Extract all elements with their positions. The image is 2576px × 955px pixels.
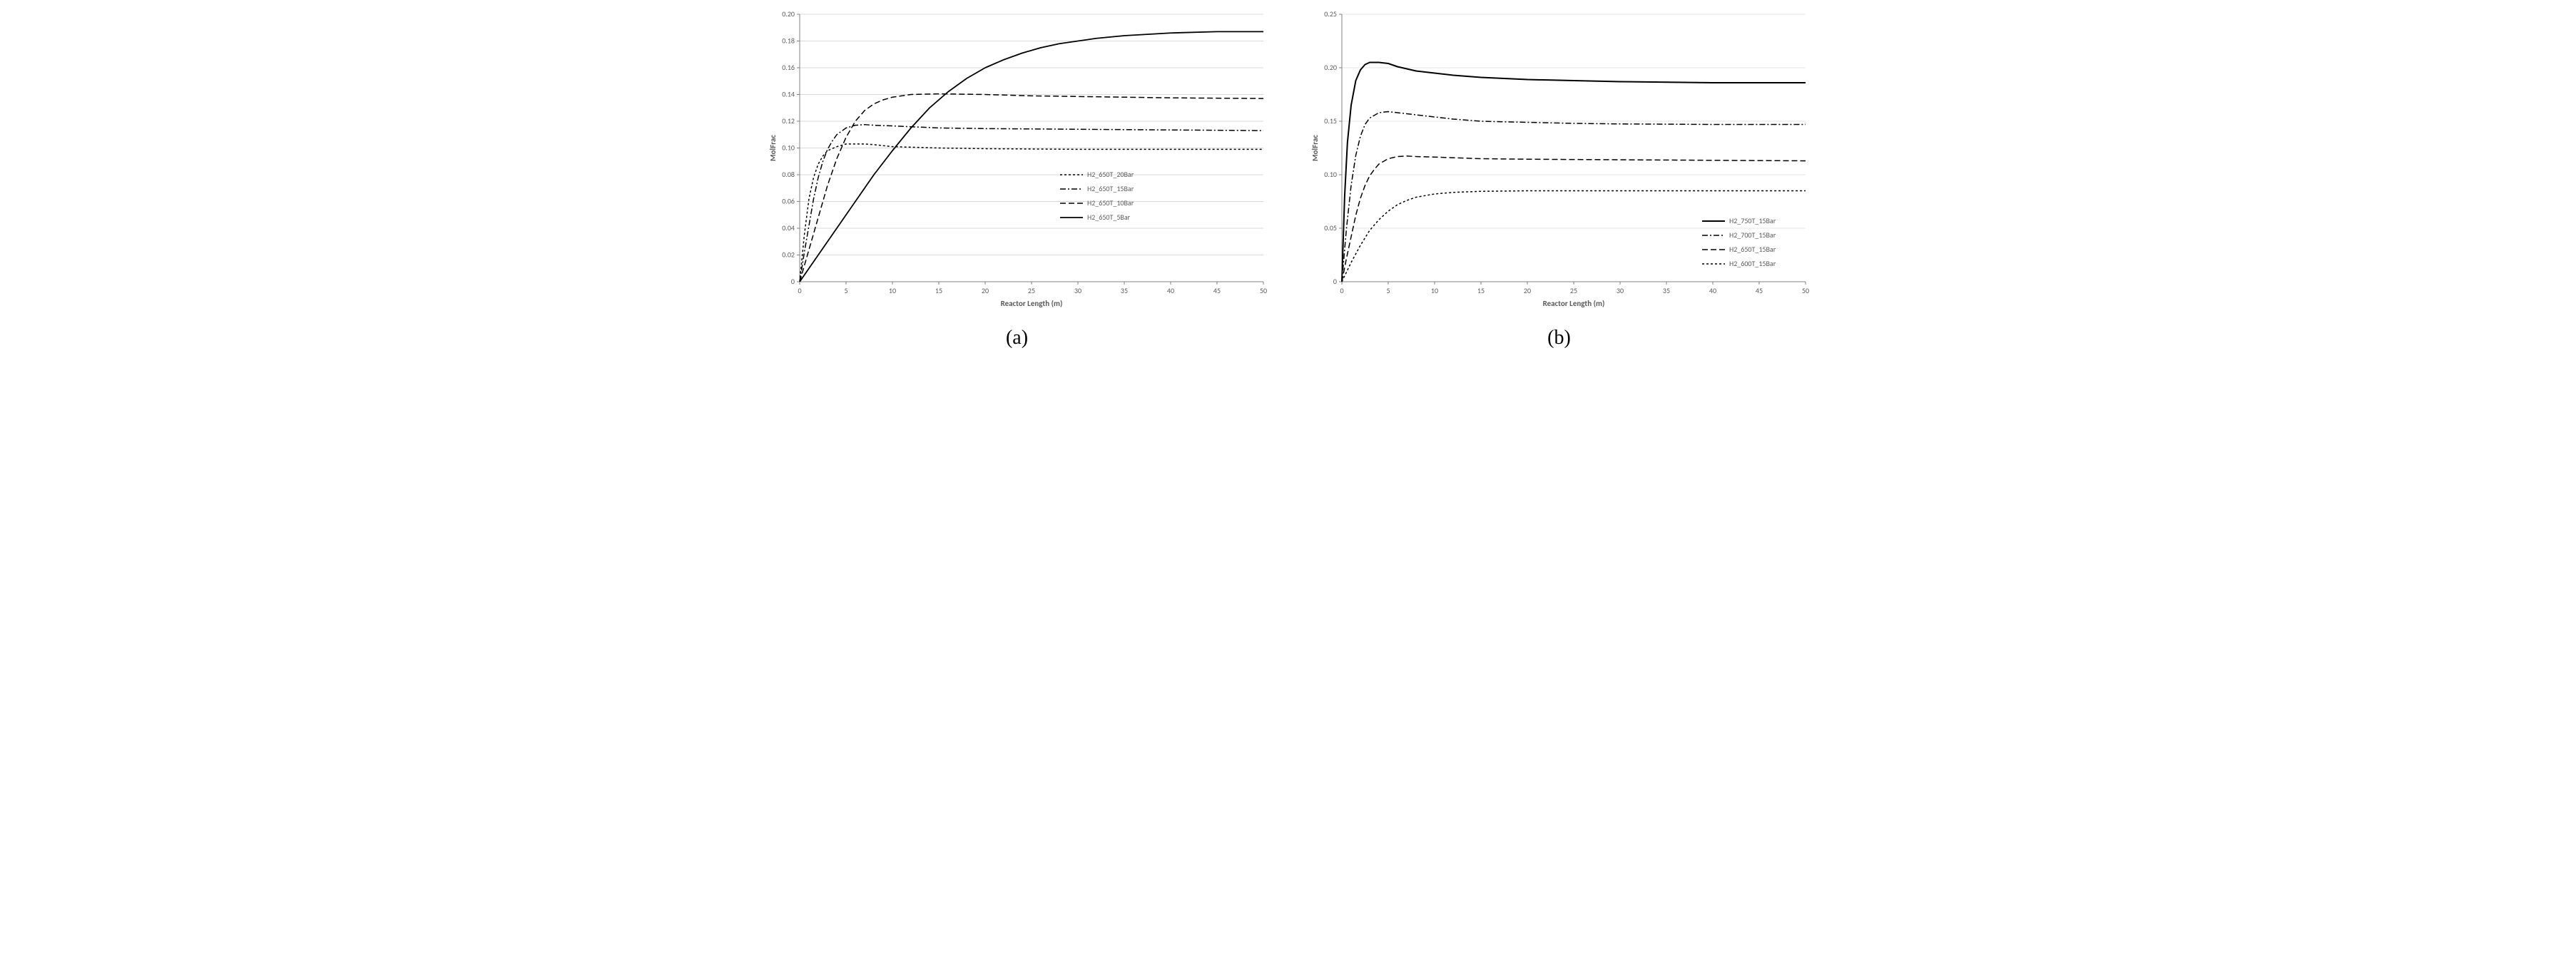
subcaption-a: (a) [1006,327,1028,349]
svg-text:50: 50 [1801,286,1808,295]
svg-text:0.12: 0.12 [782,116,795,126]
svg-text:0.25: 0.25 [1324,9,1337,19]
svg-text:MolFrac: MolFrac [768,135,778,161]
subcaption-b: (b) [1547,327,1571,349]
svg-text:Reactor Length (m): Reactor Length (m) [1542,299,1604,308]
svg-text:20: 20 [981,286,988,295]
svg-text:0.15: 0.15 [1324,116,1337,126]
svg-text:40: 40 [1709,286,1716,295]
svg-text:10: 10 [888,286,895,295]
svg-text:0: 0 [790,277,794,286]
svg-text:H2_650T_20Bar: H2_650T_20Bar [1087,170,1134,179]
svg-text:0.10: 0.10 [1324,170,1337,179]
svg-text:H2_650T_15Bar: H2_650T_15Bar [1729,245,1776,254]
svg-text:5: 5 [844,286,847,295]
svg-text:15: 15 [935,286,942,295]
svg-text:H2_650T_10Bar: H2_650T_10Bar [1087,198,1134,208]
svg-text:H2_700T_15Bar: H2_700T_15Bar [1729,230,1776,240]
svg-text:25: 25 [1027,286,1034,295]
svg-text:30: 30 [1616,286,1623,295]
panel-a: 0 0.02 0.04 0.06 0.08 0.10 0.12 0.14 0.16 0.18 0.2… [760,7,1274,349]
svg-text:0.18: 0.18 [782,36,795,46]
svg-text:0.20: 0.20 [1324,63,1337,72]
svg-text:0: 0 [1333,277,1336,286]
svg-text:35: 35 [1662,286,1669,295]
svg-text:0.10: 0.10 [782,143,795,153]
chart-b-svg: 0 0.05 0.10 0.15 0.20 0.25 0 5 10 15 20 25 30 35 40 45 5… [1303,7,1816,314]
svg-text:0.02: 0.02 [782,250,795,260]
svg-text:35: 35 [1120,286,1127,295]
svg-text:0: 0 [1340,286,1343,295]
svg-text:H2_750T_15Bar: H2_750T_15Bar [1729,216,1776,225]
svg-text:0.04: 0.04 [782,223,795,233]
svg-text:H2_650T_15Bar: H2_650T_15Bar [1087,184,1134,193]
svg-text:0.05: 0.05 [1324,223,1337,233]
svg-text:15: 15 [1477,286,1484,295]
svg-text:0.08: 0.08 [782,170,795,179]
svg-text:H2_600T_15Bar: H2_600T_15Bar [1729,259,1776,268]
svg-text:25: 25 [1569,286,1577,295]
svg-text:10: 10 [1430,286,1437,295]
svg-text:40: 40 [1166,286,1174,295]
svg-text:MolFrac: MolFrac [1310,135,1320,161]
figure-container: 0 0.02 0.04 0.06 0.08 0.10 0.12 0.14 0.16 0.18 0.2… [0,0,2576,364]
svg-text:20: 20 [1523,286,1530,295]
svg-text:45: 45 [1755,286,1762,295]
svg-text:45: 45 [1213,286,1220,295]
svg-text:0.06: 0.06 [782,197,795,206]
svg-text:H2_650T_5Bar: H2_650T_5Bar [1087,213,1131,222]
svg-text:30: 30 [1074,286,1081,295]
svg-text:5: 5 [1386,286,1390,295]
chart-a-svg: 0 0.02 0.04 0.06 0.08 0.10 0.12 0.14 0.16 0.18 0.2… [760,7,1274,314]
svg-text:0.16: 0.16 [782,63,795,72]
panel-b: 0 0.05 0.10 0.15 0.20 0.25 0 5 10 15 20 25 30 35 40 45 5… [1303,7,1816,349]
svg-text:0.20: 0.20 [782,9,795,19]
svg-text:0.14: 0.14 [782,90,795,99]
svg-text:0: 0 [798,286,801,295]
svg-text:50: 50 [1259,286,1266,295]
svg-text:Reactor Length (m): Reactor Length (m) [1000,299,1062,308]
